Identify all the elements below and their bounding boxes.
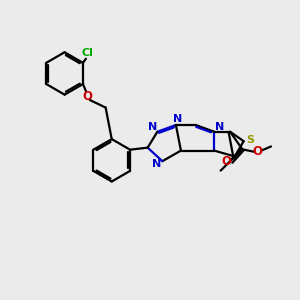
Text: N: N bbox=[152, 159, 161, 169]
Text: N: N bbox=[173, 114, 182, 124]
Text: O: O bbox=[82, 90, 92, 103]
Text: Cl: Cl bbox=[82, 48, 93, 59]
Text: O: O bbox=[221, 155, 231, 168]
Text: N: N bbox=[215, 122, 225, 132]
Text: O: O bbox=[253, 145, 263, 158]
Text: S: S bbox=[246, 135, 254, 145]
Text: N: N bbox=[148, 122, 157, 132]
